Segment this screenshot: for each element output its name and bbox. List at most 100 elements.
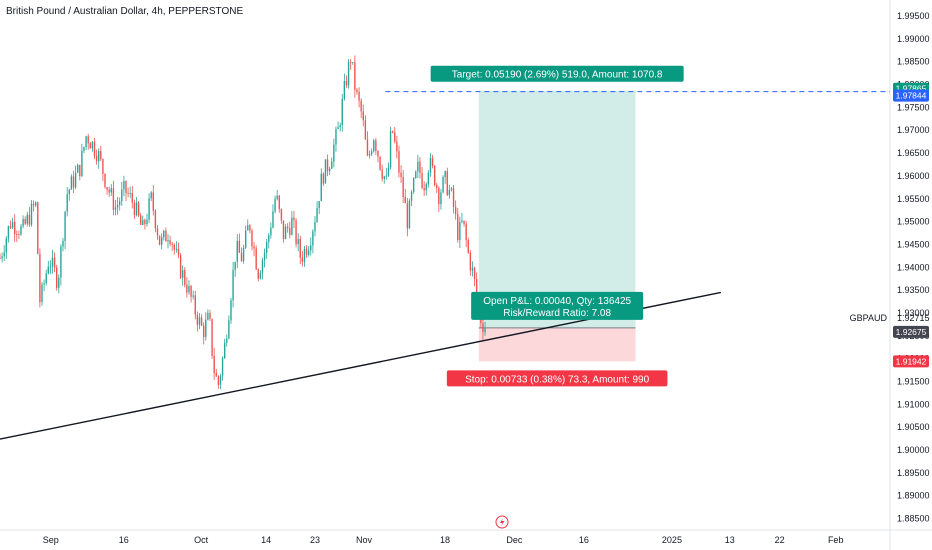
candle-body — [217, 376, 220, 385]
candle-body — [51, 257, 54, 267]
candle-body — [74, 172, 77, 188]
candle-body — [43, 283, 45, 285]
candle-body — [364, 120, 367, 140]
candle-body — [169, 240, 171, 244]
candle-body — [343, 81, 346, 99]
candle-body — [307, 250, 310, 255]
candle-body — [173, 244, 175, 250]
candle-body — [345, 81, 348, 86]
x-tick-label: 14 — [261, 535, 271, 545]
candle-body — [328, 168, 331, 172]
candle-body — [205, 319, 207, 337]
candle-body — [121, 189, 123, 202]
candle-body — [324, 159, 327, 184]
candle-body — [20, 226, 22, 235]
candle-body — [58, 277, 60, 288]
candle-body — [299, 238, 301, 258]
candle-body — [34, 202, 37, 206]
candle-body — [68, 189, 70, 195]
x-tick-label: 2025 — [662, 535, 682, 545]
candle-body — [30, 203, 33, 225]
candle-body — [410, 192, 413, 201]
candle-body — [406, 203, 409, 229]
candle-body — [144, 219, 146, 225]
symbol-label: GBPAUD — [850, 313, 888, 323]
stop-label: Stop: 0.00733 (0.38%) 73.3, Amount: 990 — [446, 370, 668, 387]
y-tick-label: 1.98500 — [897, 57, 930, 67]
open-pl-label-text: Risk/Reward Ratio: 7.08 — [503, 308, 611, 319]
candle-body — [347, 61, 350, 86]
candle-body — [280, 208, 283, 221]
candle-body — [242, 247, 245, 262]
candle-body — [368, 154, 371, 156]
candle-body — [459, 221, 461, 241]
candle-body — [37, 202, 39, 254]
candle-body — [465, 223, 467, 241]
candle-body — [198, 317, 201, 325]
candle-body — [423, 187, 425, 191]
stop-label-text: Stop: 0.00733 (0.38%) 73.3, Amount: 990 — [465, 374, 649, 385]
candle-body — [133, 202, 136, 216]
candle-body — [106, 187, 108, 190]
candle-body — [110, 188, 112, 193]
candle-body — [263, 252, 266, 261]
candle-body — [232, 269, 234, 301]
y-tick-label: 1.94000 — [897, 262, 930, 272]
candle-body — [165, 230, 167, 242]
candle-body — [66, 194, 68, 212]
x-tick-label: Feb — [828, 535, 844, 545]
candle-body — [72, 176, 75, 188]
candle-body — [89, 143, 91, 149]
candle-body — [139, 215, 142, 225]
candle-body — [236, 240, 238, 262]
target-label: Target: 0.05190 (2.69%) 519.0, Amount: 1… — [430, 65, 684, 82]
candle-body — [257, 269, 259, 279]
candle-body — [81, 150, 83, 176]
x-tick-label: 18 — [440, 535, 450, 545]
candle-body — [471, 267, 474, 271]
candle-body — [297, 238, 299, 245]
candle-body — [150, 192, 152, 199]
y-tick-label: 1.90000 — [897, 445, 930, 455]
candle-body — [429, 157, 432, 173]
candle-body — [244, 230, 247, 248]
candle-body — [457, 214, 459, 241]
candle-body — [53, 257, 56, 268]
candle-body — [415, 171, 417, 179]
candle-body — [352, 62, 354, 64]
x-tick-label: Nov — [356, 535, 373, 545]
candle-body — [452, 188, 455, 207]
candle-body — [404, 196, 406, 204]
candle-body — [337, 127, 339, 130]
candle-body — [469, 252, 472, 271]
candle-body — [93, 141, 96, 156]
candle-body — [49, 266, 52, 268]
candle-body — [175, 248, 178, 250]
candle-body — [251, 230, 253, 247]
stop-price-pill-bg — [893, 355, 929, 368]
candle-body — [123, 181, 125, 190]
profit-zone — [478, 90, 636, 328]
candle-body — [333, 144, 335, 162]
y-tick-label: 1.95500 — [897, 194, 930, 204]
candle-body — [402, 177, 404, 197]
candle-body — [112, 188, 115, 210]
x-tick-label: 13 — [725, 535, 735, 545]
candle-body — [95, 155, 98, 162]
candle-body — [230, 300, 232, 321]
candle-body — [366, 139, 369, 156]
candle-body — [438, 188, 440, 205]
candle-body — [314, 222, 316, 232]
candle-body — [125, 181, 127, 193]
candle-body — [356, 89, 358, 92]
candle-body — [83, 146, 85, 151]
candle-body — [148, 198, 150, 220]
x-tick-label: Sep — [43, 535, 59, 545]
y-tick-label: 1.90500 — [897, 422, 930, 432]
candle-body — [9, 226, 12, 228]
candle-body — [360, 100, 362, 112]
candle-body — [108, 189, 110, 193]
candle-body — [419, 161, 421, 174]
candle-body — [91, 141, 94, 149]
